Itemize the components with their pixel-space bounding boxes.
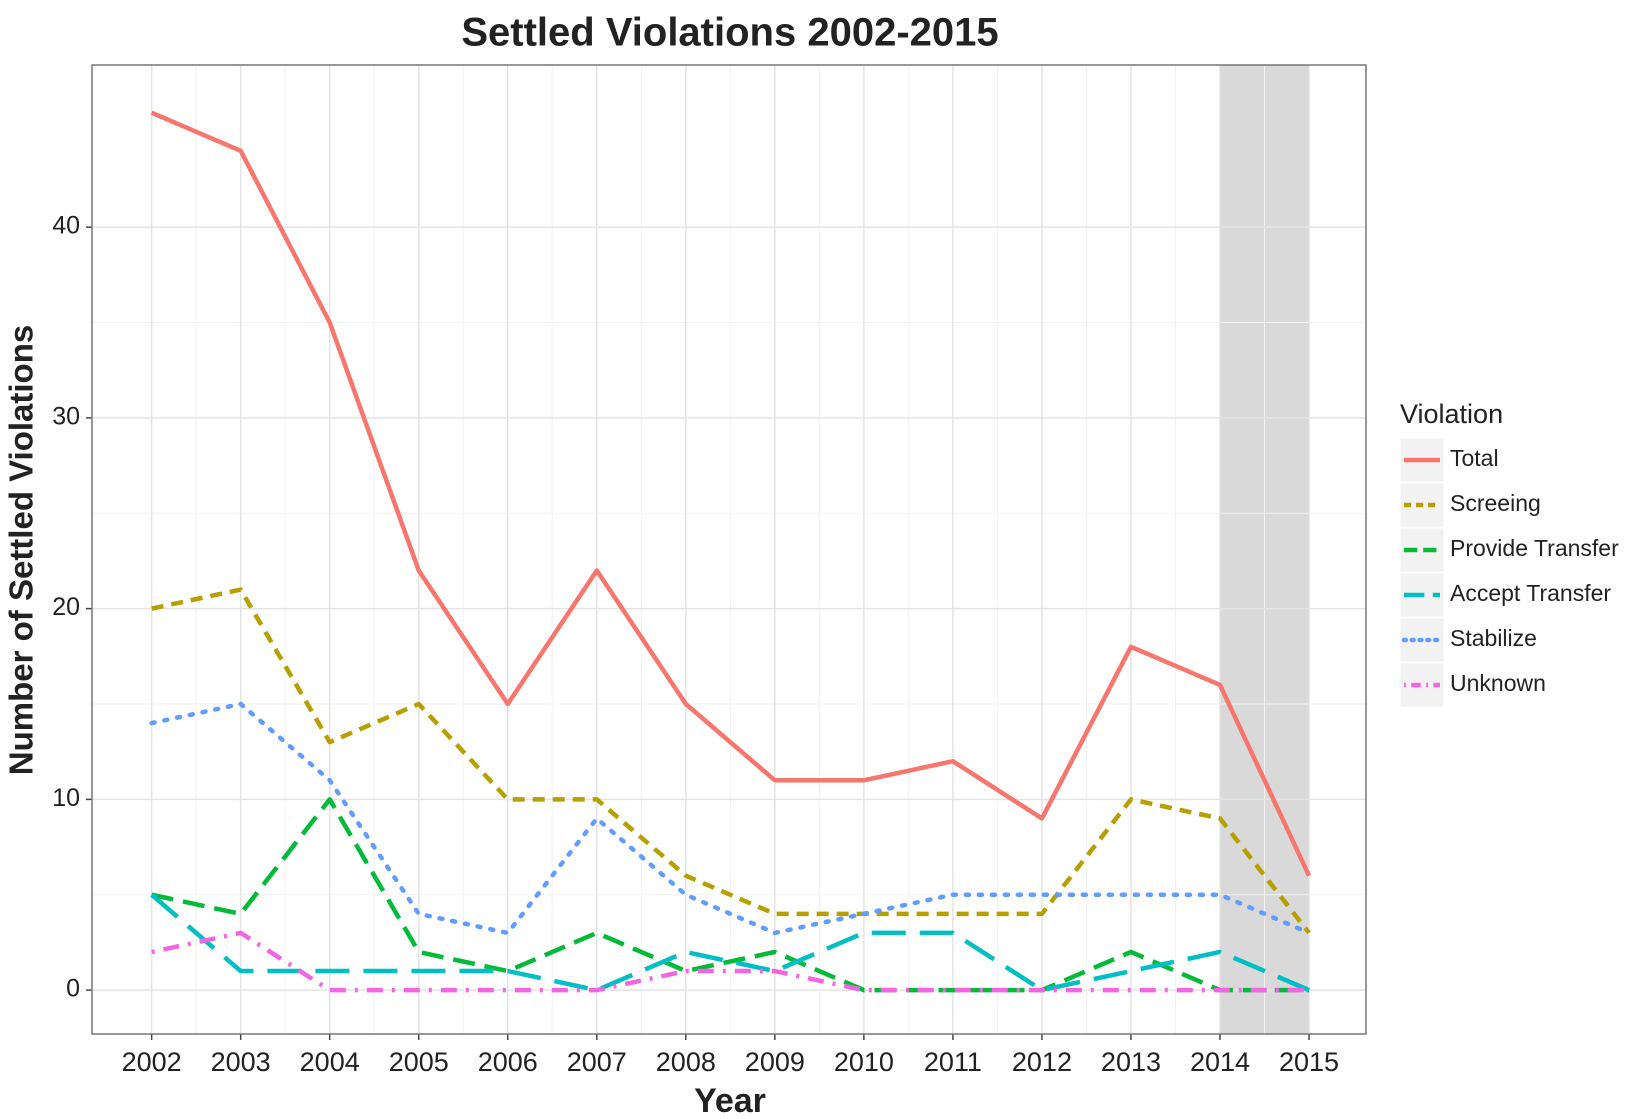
x-tick-label: 2003 — [211, 1047, 271, 1077]
x-tick-label: 2005 — [389, 1047, 449, 1077]
x-tick-label: 2008 — [656, 1047, 716, 1077]
legend-label: Stabilize — [1450, 625, 1537, 651]
legend-label: Provide Transfer — [1450, 535, 1619, 561]
series-line — [149, 701, 1312, 936]
x-tick-label: 2009 — [745, 1047, 805, 1077]
series-line — [150, 893, 1310, 993]
x-axis-label: Year — [694, 1082, 766, 1119]
y-axis-label: Number of Settled Violations — [3, 325, 40, 775]
legend-label: Unknown — [1450, 670, 1546, 696]
x-tick-label: 2014 — [1190, 1047, 1250, 1077]
x-tick-label: 2015 — [1279, 1047, 1339, 1077]
y-tick-label: 30 — [52, 402, 80, 430]
x-tick-label: 2004 — [300, 1047, 360, 1077]
x-tick-label: 2011 — [924, 1047, 982, 1077]
x-tick-label: 2007 — [567, 1047, 627, 1077]
series-line — [151, 797, 1310, 993]
legend-label: Screeing — [1450, 490, 1541, 516]
x-tick-label: 2013 — [1101, 1047, 1161, 1077]
plot-border — [91, 64, 1367, 1035]
y-tick-label: 20 — [52, 593, 80, 621]
y-tick-label: 40 — [52, 212, 80, 240]
legend-title: Violation — [1400, 399, 1503, 429]
y-tick-label: 10 — [52, 784, 80, 812]
legend-label: Accept Transfer — [1450, 580, 1611, 606]
x-tick-label: 2010 — [834, 1047, 894, 1077]
chart-title: Settled Violations 2002-2015 — [461, 11, 998, 55]
x-tick-label: 2002 — [122, 1047, 182, 1077]
x-tick-label: 2012 — [1012, 1047, 1072, 1077]
series-line — [151, 587, 1311, 935]
plot-background — [92, 65, 1366, 1034]
series-line — [150, 110, 1312, 877]
legend-label: Total — [1450, 445, 1499, 471]
x-tick-label: 2006 — [478, 1047, 538, 1077]
series-line — [151, 930, 1310, 993]
y-tick-label: 0 — [66, 975, 80, 1003]
